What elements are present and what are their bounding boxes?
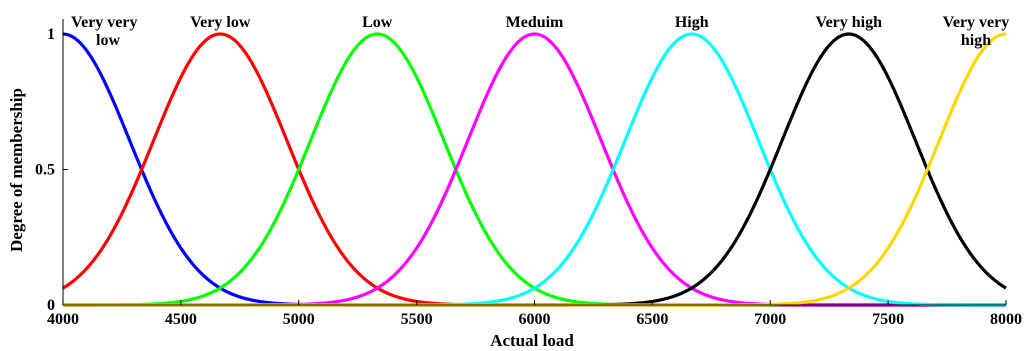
x-axis-label: Actual load	[490, 331, 574, 350]
x-tick-label: 4500	[165, 311, 197, 328]
x-tick-label: 8000	[990, 311, 1022, 328]
x-tick-label: 6000	[519, 311, 551, 328]
y-tick-label: 0.5	[35, 162, 55, 179]
series-label-very-high: Very high	[815, 14, 882, 31]
series-line-very-low	[62, 32, 1006, 307]
series-label-high: High	[675, 14, 709, 31]
series-label-very-low: Very low	[190, 14, 251, 31]
y-axis-label: Degree of membership	[7, 88, 26, 252]
series-line-very-high	[63, 32, 1007, 307]
series-line-low	[63, 32, 1006, 307]
curves-layer	[62, 32, 1007, 307]
series-label-meduim: Meduim	[506, 14, 564, 31]
series-line-very-very-high	[63, 32, 1007, 307]
series-labels-layer: Very very low Very low Low Meduim High Very hi…	[71, 14, 1009, 49]
series-label-very-very-low: Very very low	[71, 14, 138, 49]
y-tick-label: 1	[47, 26, 55, 43]
series-line-high	[63, 32, 1006, 307]
x-tick-label: 4000	[47, 311, 79, 328]
series-label-very-very-high: Very very high	[943, 14, 1010, 49]
axes-layer: 4000 4500 5000 5500 6000 6500 7000 7500 8000 0 0.5…	[35, 19, 1022, 328]
x-tick-label: 7500	[872, 311, 904, 328]
x-tick-label: 5500	[401, 311, 433, 328]
x-tick-label: 5000	[283, 311, 315, 328]
series-label-low: Low	[362, 14, 393, 31]
x-tick-label: 6500	[636, 311, 668, 328]
series-line-meduim	[63, 32, 1006, 307]
x-tick-label: 7000	[754, 311, 786, 328]
series-line-very-very-low	[62, 32, 1006, 307]
y-tick-label: 0	[47, 297, 55, 314]
